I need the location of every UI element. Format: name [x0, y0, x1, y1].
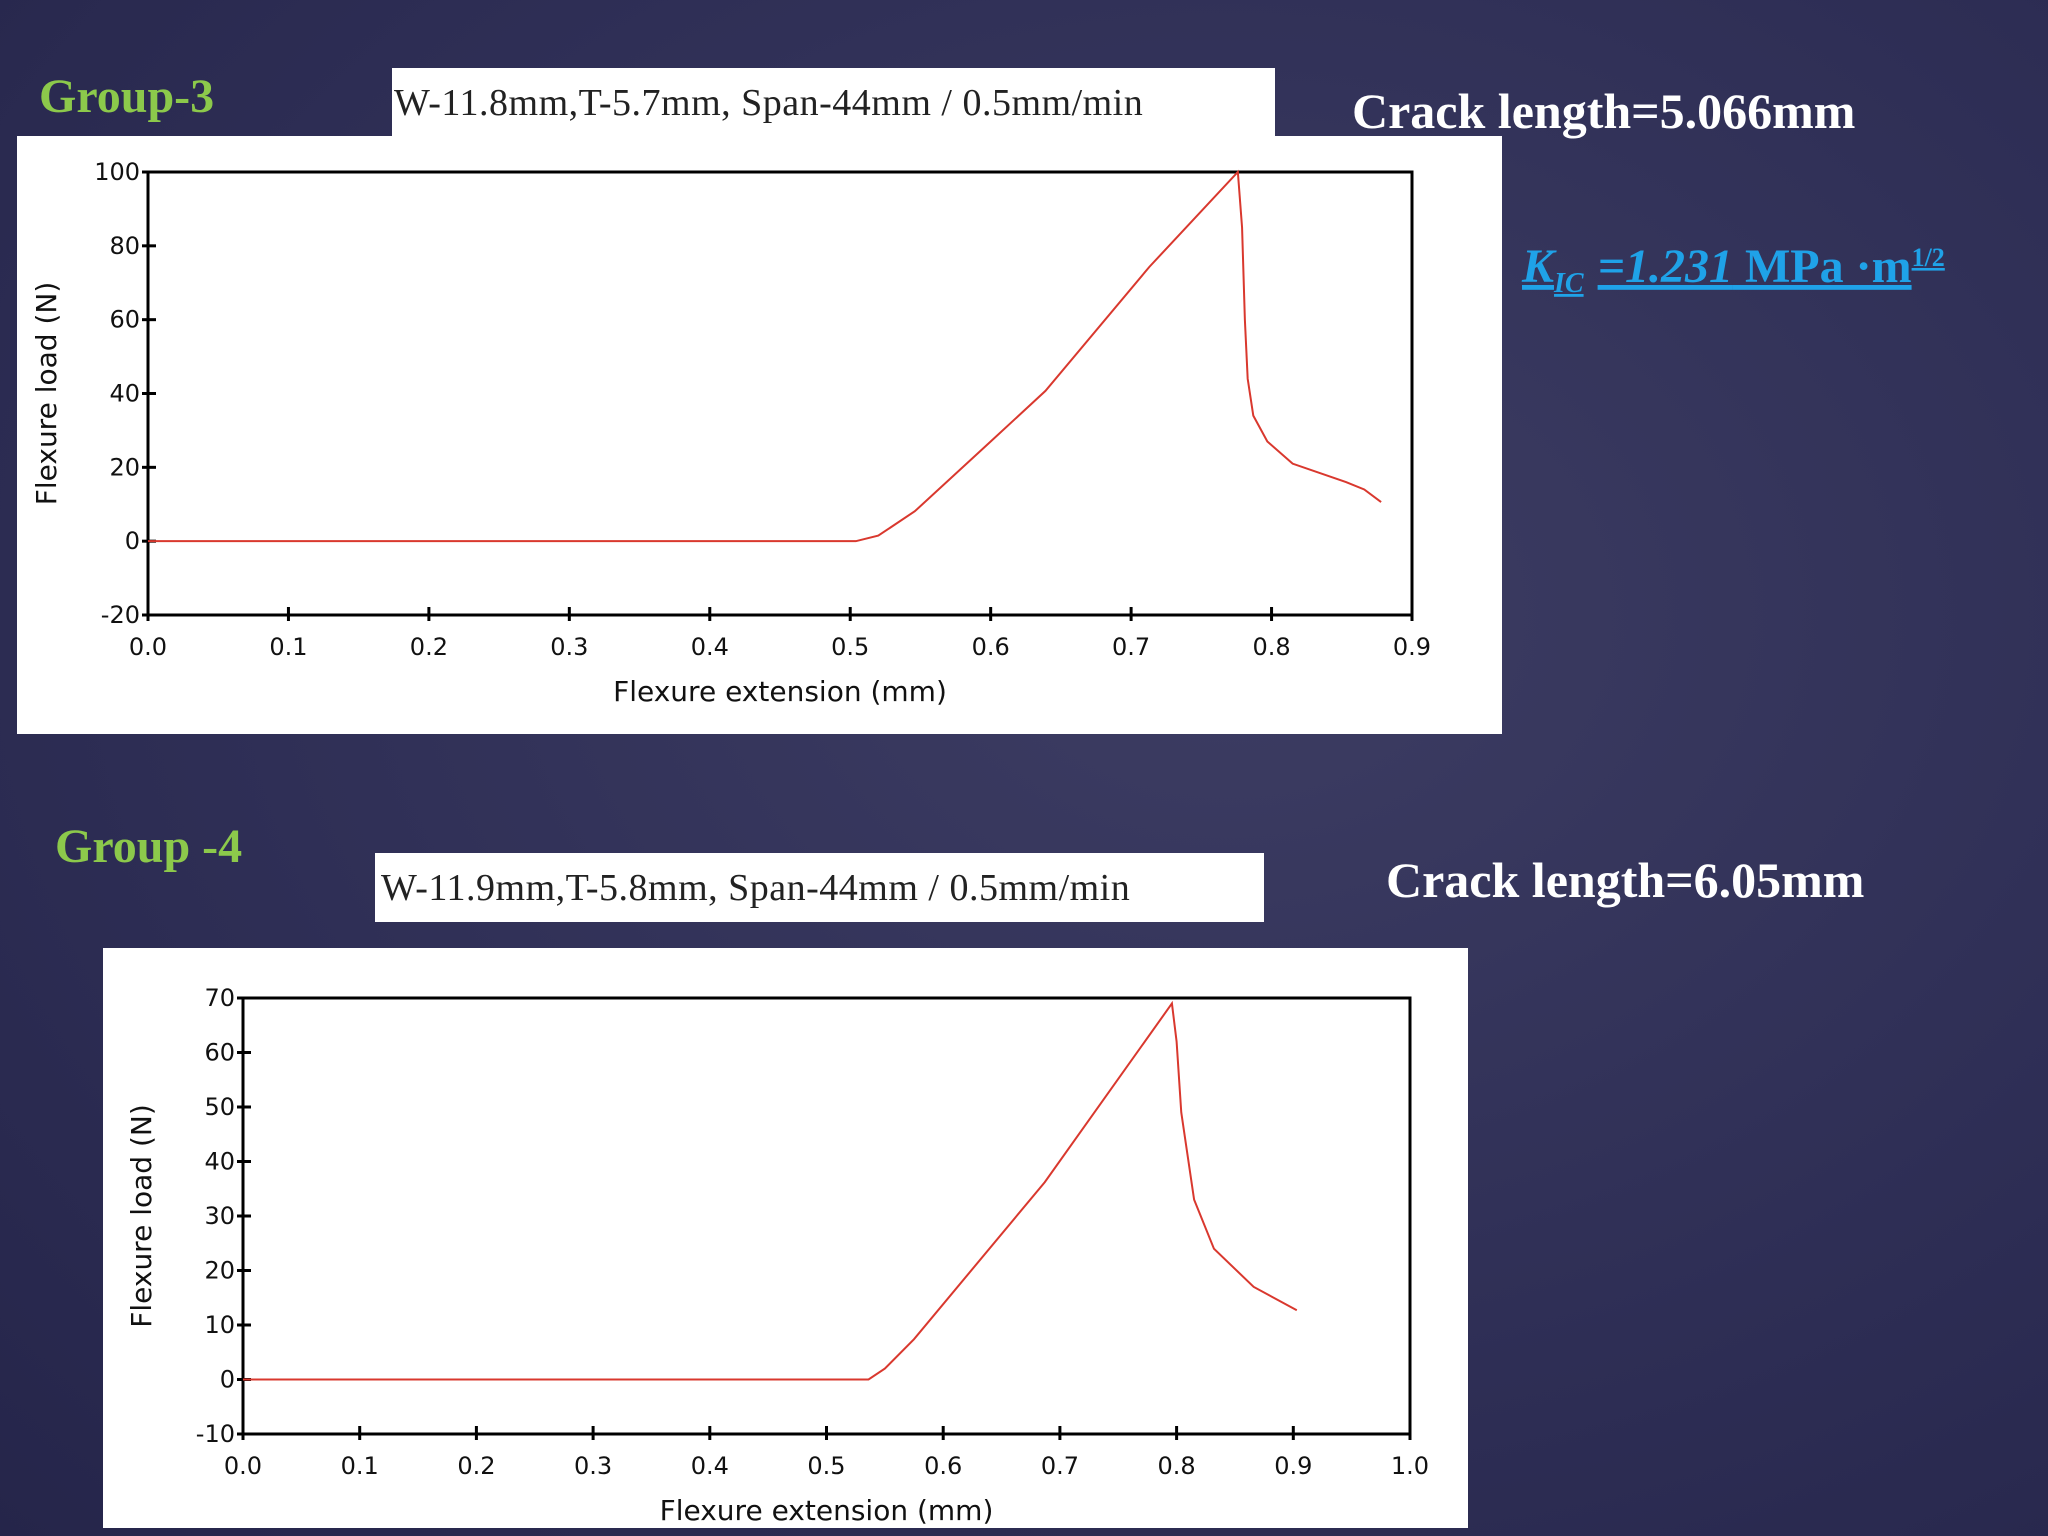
kic-subscript: IC: [1553, 268, 1584, 299]
conditions-box: [392, 68, 1275, 136]
y-axis-title: Flexure load (N): [125, 1104, 158, 1328]
x-tick-label: 0.4: [691, 633, 729, 661]
y-tick-label: 50: [204, 1093, 235, 1121]
x-tick-label: 1.0: [1391, 1452, 1429, 1480]
conditions: W-11.9mm,T-5.8mm, Span-44mm / 0.5mm/min: [381, 867, 1130, 909]
x-tick-label: 0.7: [1041, 1452, 1079, 1480]
kic: KIC =1.231 MPa ·m1/2: [1521, 240, 1945, 299]
kic-exponent: 1/2: [1912, 243, 1945, 272]
y-tick-label: 30: [204, 1202, 235, 1230]
x-tick-label: 0.1: [269, 633, 307, 661]
y-tick-label: -10: [196, 1420, 235, 1448]
crack-length: Crack length=5.066mm: [1352, 83, 1855, 139]
kic-symbol: K: [1521, 240, 1557, 293]
y-tick-label: 40: [109, 380, 140, 408]
x-tick-label: 0.5: [831, 633, 869, 661]
y-tick-label: 40: [204, 1148, 235, 1176]
chart-panel: [103, 948, 1468, 1528]
x-tick-label: 0.2: [410, 633, 448, 661]
x-tick-label: 0.4: [691, 1452, 729, 1480]
y-tick-label: 0: [220, 1366, 235, 1394]
x-tick-label: 0.0: [129, 633, 167, 661]
y-tick-label: 100: [94, 158, 140, 186]
y-tick-label: 20: [109, 453, 140, 481]
x-axis-title: Flexure extension (mm): [660, 1494, 994, 1527]
x-tick-label: 0.6: [972, 633, 1010, 661]
y-tick-label: 60: [109, 306, 140, 334]
x-tick-label: 0.5: [807, 1452, 845, 1480]
x-tick-label: 0.0: [224, 1452, 262, 1480]
y-tick-label: -20: [101, 601, 140, 629]
y-tick-label: 0: [125, 527, 140, 555]
x-tick-label: 0.7: [1112, 633, 1150, 661]
y-tick-label: 20: [204, 1257, 235, 1285]
x-tick-label: 0.3: [550, 633, 588, 661]
x-axis-title: Flexure extension (mm): [613, 675, 947, 708]
x-tick-label: 0.2: [457, 1452, 495, 1480]
crack-length: Crack length=6.05mm: [1386, 852, 1864, 908]
x-tick-label: 0.9: [1274, 1452, 1312, 1480]
x-tick-label: 0.3: [574, 1452, 612, 1480]
y-axis-title: Flexure load (N): [30, 282, 63, 506]
x-tick-label: 0.6: [924, 1452, 962, 1480]
data-line: [148, 169, 1382, 543]
x-tick-label: 0.1: [341, 1452, 379, 1480]
group-label: Group-3: [39, 70, 214, 123]
x-tick-label: 0.8: [1252, 633, 1290, 661]
y-tick-label: 60: [204, 1039, 235, 1067]
x-tick-label: 0.9: [1393, 633, 1431, 661]
x-tick-label: 0.8: [1158, 1452, 1196, 1480]
kic-value: =1.231: [1598, 240, 1733, 293]
conditions: W-11.8mm,T-5.7mm, Span-44mm / 0.5mm/min: [394, 82, 1143, 124]
group-label: Group -4: [55, 820, 242, 873]
y-tick-label: 10: [204, 1311, 235, 1339]
y-tick-label: 70: [204, 984, 235, 1012]
conditions-box: [375, 853, 1264, 922]
y-tick-label: 80: [109, 232, 140, 260]
kic-unit: MPa ·m: [1733, 240, 1912, 293]
chart-panel: [17, 136, 1502, 734]
data-line: [243, 1000, 1298, 1381]
